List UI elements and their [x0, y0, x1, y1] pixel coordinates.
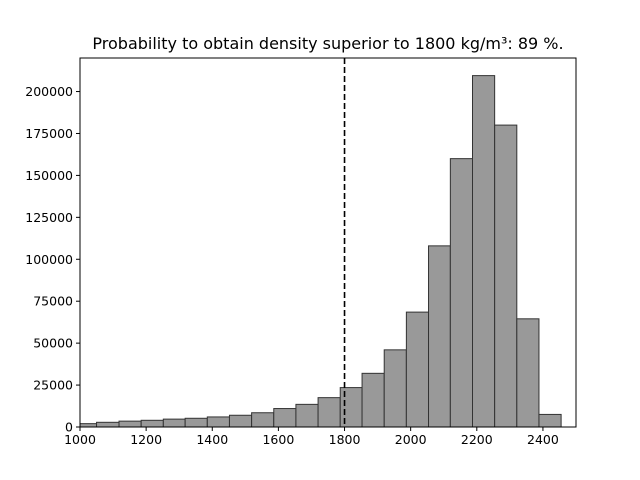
histogram-bar	[118, 420, 142, 428]
plot-frame	[79, 57, 577, 428]
y-tick-label: 100000	[25, 252, 73, 267]
y-tick-label: 150000	[25, 168, 73, 183]
y-axis: 0 25000 50000 75000 100000 125000 150000 175000…	[25, 84, 80, 435]
histogram-bar	[472, 75, 496, 428]
histogram-bar	[317, 397, 341, 428]
histogram-bar	[516, 318, 540, 428]
x-axis: 1000 1200 1400 1600 1800 2000 2200 2400	[64, 427, 559, 447]
y-tick-label: 125000	[25, 210, 73, 225]
y-tick-label: 0	[65, 420, 73, 435]
x-tick-label: 1800	[329, 432, 361, 447]
y-tick-label: 200000	[25, 84, 73, 99]
x-tick-label: 2200	[461, 432, 493, 447]
histogram-bar	[228, 414, 253, 428]
histogram-bar	[383, 349, 407, 428]
y-tick-label: 75000	[33, 294, 73, 309]
histogram-bars	[79, 75, 562, 428]
histogram-bar	[140, 419, 164, 428]
x-tick-label: 1400	[196, 432, 228, 447]
y-tick-label: 50000	[33, 336, 73, 351]
histogram-bar	[96, 421, 120, 428]
x-tick-label: 2000	[395, 432, 427, 447]
histogram-bar	[295, 403, 319, 428]
histogram-bar	[251, 412, 275, 428]
chart-title: Probability to obtain density superior t…	[92, 34, 563, 53]
histogram-bar	[494, 124, 518, 428]
histogram-bar	[206, 416, 230, 428]
x-tick-label: 1200	[130, 432, 162, 447]
histogram-bar	[162, 418, 186, 428]
histogram-bar	[339, 387, 363, 428]
y-tick-label: 25000	[33, 378, 73, 393]
histogram-bar	[79, 423, 98, 428]
x-tick-label: 2400	[527, 432, 559, 447]
histogram-bar	[428, 245, 451, 428]
histogram-bar	[538, 413, 562, 428]
histogram-bar	[449, 158, 474, 428]
histogram-bar	[405, 311, 430, 428]
x-tick-label: 1000	[64, 432, 96, 447]
x-tick-label: 1600	[262, 432, 294, 447]
histogram-bar	[361, 372, 385, 428]
y-tick-label: 175000	[25, 126, 73, 141]
histogram-bar	[184, 417, 208, 428]
histogram-bar	[273, 408, 297, 428]
